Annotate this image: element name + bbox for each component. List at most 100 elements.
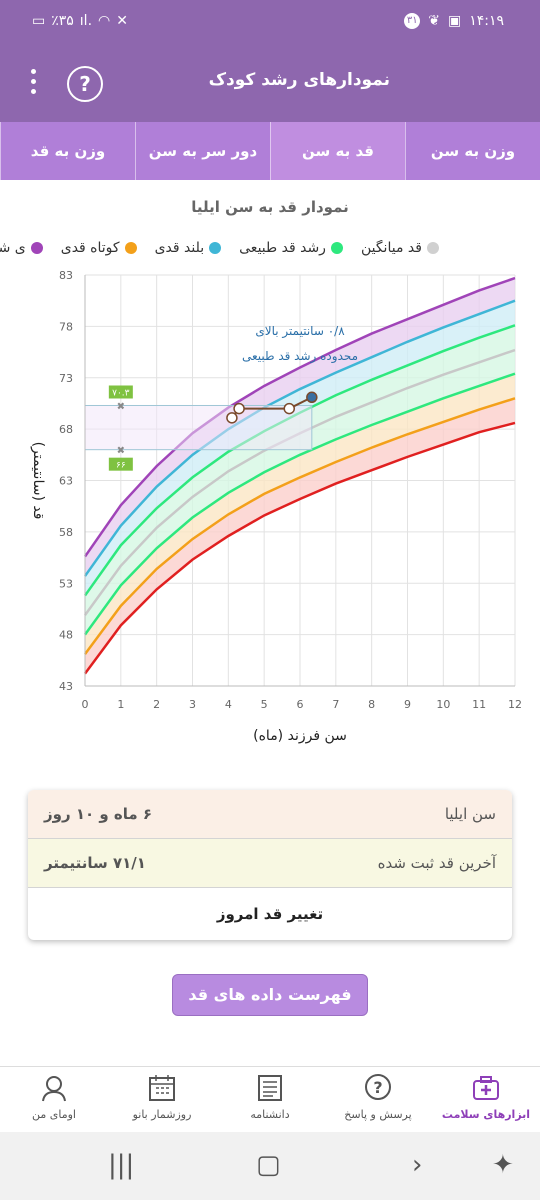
wifi-icon: ◠	[98, 13, 111, 29]
height-point	[233, 402, 245, 415]
back-icon[interactable]: ›	[412, 1150, 423, 1180]
y-tick-label: 78	[59, 320, 73, 333]
legend-dot	[426, 242, 439, 254]
page-title: نمودارهای رشد کودک	[208, 70, 390, 90]
chart-title: نمودار قد به سن ایلیا	[191, 198, 349, 216]
recent-apps-icon[interactable]: |||	[108, 1150, 135, 1180]
legend-item-tall: بلند قدی	[155, 240, 222, 256]
tab-height-for-age[interactable]: قد به سن	[270, 122, 405, 180]
legend-dot	[124, 242, 137, 254]
marker-x: ✖	[117, 446, 125, 457]
newspaper-icon	[258, 1075, 282, 1101]
legend-label: رشد قد طبیعی	[239, 240, 326, 256]
marker-label: ۷۰.۳	[112, 388, 130, 398]
series-line	[83, 372, 516, 636]
x-tick-label: 11	[472, 698, 486, 711]
percentile-band	[85, 398, 515, 674]
nav-label: روزشمار بانو	[132, 1108, 192, 1121]
legend-dot	[30, 242, 43, 254]
age-value: ۶ ماه و ۱۰ روز	[44, 805, 153, 823]
legend-dot	[330, 242, 343, 254]
normal-range-box	[84, 404, 313, 451]
age-row: سن ایلیا ۶ ماه و ۱۰ روز	[28, 790, 512, 839]
legend-label: بلند قدی	[154, 240, 205, 256]
series-line	[83, 397, 516, 655]
legend-label: قد میانگین	[360, 240, 422, 256]
nav-qa[interactable]: ? پرسش و پاسخ	[324, 1067, 432, 1132]
series-line	[83, 299, 516, 577]
x-tick-label: 0	[82, 698, 89, 711]
nav-my-profile[interactable]: اومای من	[0, 1067, 108, 1132]
nav-encyclopedia[interactable]: دانشنامه	[216, 1067, 324, 1132]
battery-icon: ▭	[32, 13, 46, 29]
leaf-icon: ❦	[428, 13, 440, 29]
svg-text:?: ?	[373, 1078, 382, 1097]
woman-avatar-icon	[42, 1076, 66, 1102]
y-tick-label: 73	[59, 372, 73, 385]
tab-weight-for-age[interactable]: وزن به سن	[405, 122, 540, 180]
series-line	[83, 276, 516, 558]
y-tick-label: 48	[59, 629, 73, 642]
status-right: ۳۱ ❦ ▣ ۱۴:۱۹	[404, 13, 504, 29]
tab-head-for-age[interactable]: دور سر به سن	[135, 122, 270, 180]
x-tick-label: 9	[404, 698, 411, 711]
last-height-row: آخرین قد ثبت شده ۷۱/۱ سانتیمتر	[28, 839, 512, 888]
height-point	[226, 412, 238, 424]
annotation-line-2: محدوده رشد قد طبیعی	[242, 349, 358, 364]
calendar-icon	[149, 1075, 175, 1101]
change-height-today-button[interactable]: تغییر قد امروز	[216, 905, 324, 923]
last-height-value: ۷۱/۱ سانتیمتر	[44, 854, 146, 872]
legend-item-severe: ی شدید	[0, 240, 43, 256]
y-tick-label: 53	[59, 577, 73, 590]
series-line	[83, 421, 516, 675]
latest-height-point	[306, 391, 318, 404]
height-data-list-button[interactable]: فهرست داده های قد ایلیا	[172, 974, 368, 1044]
y-tick-label: 43	[59, 680, 73, 693]
x-tick-label: 3	[189, 698, 196, 711]
percentile-band	[85, 373, 515, 655]
image-icon: ▣	[447, 13, 462, 29]
x-axis-title: سن فرزند (ماه)	[253, 728, 347, 744]
nav-label: پرسش و پاسخ	[344, 1108, 412, 1121]
help-button[interactable]: ?	[67, 66, 103, 102]
medical-kit-icon	[473, 1076, 499, 1100]
x-tick-label: 6	[297, 698, 304, 711]
nav-calendar[interactable]: روزشمار بانو	[108, 1067, 216, 1132]
legend-label: ی شدید	[0, 240, 26, 256]
nav-label: ابزارهای سلامت	[441, 1108, 531, 1121]
height-point	[283, 402, 295, 415]
tab-weight-for-height[interactable]: وزن به قد	[0, 122, 135, 180]
marker-label: ۶۶	[116, 461, 126, 471]
nav-health-tools[interactable]: ابزارهای سلامت	[432, 1067, 540, 1132]
legend-dot	[209, 242, 222, 254]
x-tick-label: 4	[225, 698, 232, 711]
x-tick-label: 2	[153, 698, 160, 711]
accessibility-icon[interactable]: ✦	[492, 1150, 514, 1180]
battery-text: ٪۳۵	[51, 13, 74, 29]
status-bar: ▭ ٪۳۵ ıl. ◠ ✕ ۳۱ ❦ ▣ ۱۴:۱۹	[0, 0, 540, 44]
legend-item-short: کوتاه قدی	[61, 240, 137, 256]
last-height-label: آخرین قد ثبت شده	[377, 854, 496, 872]
more-menu-icon[interactable]	[28, 66, 38, 100]
question-bubble-icon: ?	[365, 1074, 391, 1100]
percentile-band	[85, 278, 515, 577]
chart-tabs: وزن به قد دور سر به سن قد به سن وزن به س…	[0, 122, 540, 180]
x-tick-label: 1	[117, 698, 124, 711]
percentile-band	[85, 325, 515, 616]
marker-label-bg	[108, 457, 133, 471]
legend-item-normal: رشد قد طبیعی	[239, 240, 343, 256]
nav-label: دانشنامه	[250, 1108, 290, 1121]
notification-badge: ۳۱	[404, 13, 421, 29]
clock-time: ۱۴:۱۹	[469, 13, 504, 29]
y-tick-label: 68	[59, 423, 73, 436]
y-axis-title: قد (سانتیمتر)	[30, 442, 46, 520]
child-height-line	[231, 396, 313, 419]
y-tick-label: 83	[59, 269, 73, 282]
x-tick-label: 7	[332, 698, 339, 711]
status-left: ▭ ٪۳۵ ıl. ◠ ✕	[32, 13, 128, 29]
home-icon[interactable]: ▢	[256, 1150, 281, 1180]
legend-label: کوتاه قدی	[60, 240, 120, 256]
y-tick-label: 58	[59, 526, 73, 539]
marker-x: ✖	[117, 401, 125, 412]
